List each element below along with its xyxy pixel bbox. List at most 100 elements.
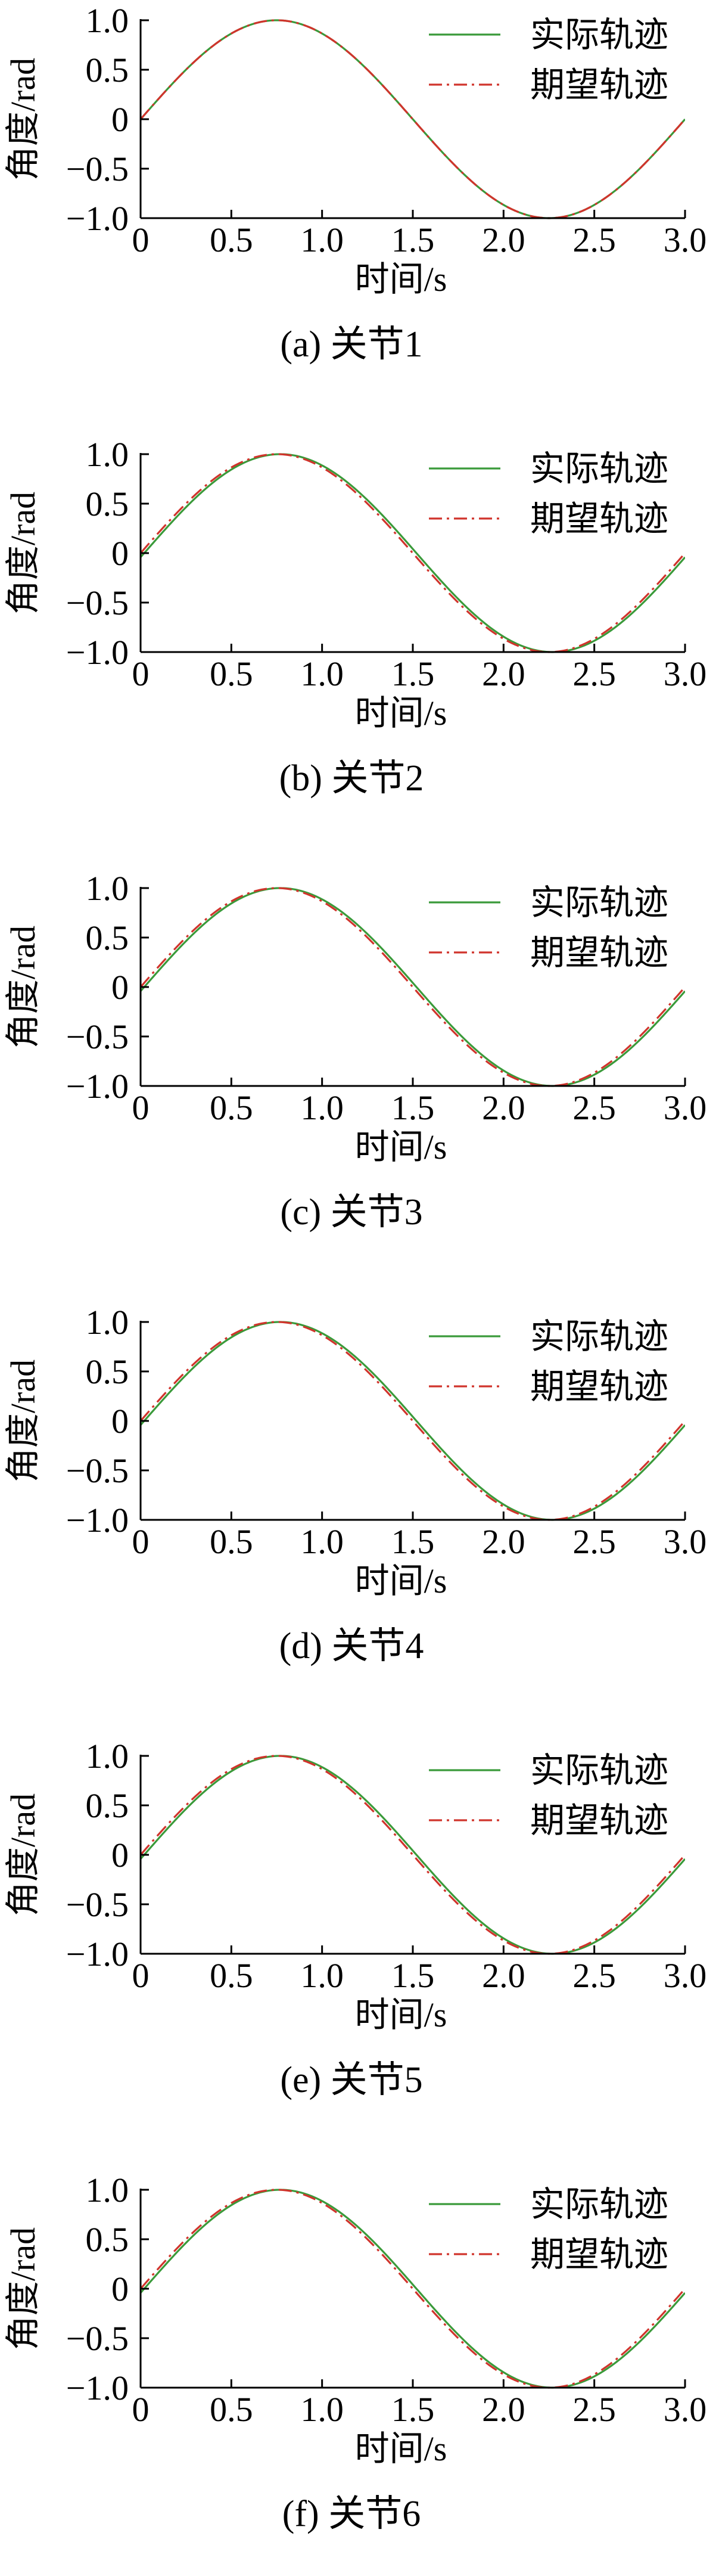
y-tick-label: −0.5 [66,1885,129,1924]
x-tick-label: 2.0 [482,221,525,259]
x-tick-label: 1.0 [300,2390,344,2429]
y-tick-label: 1.0 [86,1737,129,1776]
x-tick-label: 1.0 [300,1956,344,1995]
y-tick-label: 0.5 [86,918,129,957]
series-line-desired [141,2189,685,2389]
x-tick-label: 0.5 [210,654,253,693]
chart-panel-1: 0 0.5 1.0 1.5 2.0 2.5 3.01.00.50−0.5−1.0时间/s角度… [4,1,706,365]
x-tick-label: 0 [132,1088,150,1127]
legend-label-desired: 期望轨迹 [530,1367,668,1406]
y-axis-label: 角度/rad [4,58,42,181]
series-line-desired [141,887,685,1087]
x-tick-label: 2.5 [572,1522,616,1561]
x-tick-label: 3.0 [664,221,707,259]
y-tick-label: −1.0 [66,199,129,238]
y-tick-label: 1.0 [86,1,129,40]
x-tick-label: 1.0 [300,654,344,693]
x-tick-label: 0.5 [210,1088,253,1127]
subfigure-caption: (c) 关节3 [280,1192,422,1233]
subfigure-caption: (e) 关节5 [280,2060,422,2100]
y-tick-label: −0.5 [66,1451,129,1490]
x-tick-label: 2.0 [482,1956,525,1995]
legend-label-actual: 实际轨迹 [530,2185,668,2224]
y-tick-label: 0.5 [86,2220,129,2259]
x-tick-label: 1.5 [391,2390,435,2429]
legend-label-actual: 实际轨迹 [530,15,668,54]
y-tick-label: −1.0 [66,1067,129,1106]
y-tick-label: −0.5 [66,1017,129,1056]
legend-label-desired: 期望轨迹 [530,2235,668,2274]
chart-panel-2: 0 0.5 1.0 1.5 2.0 2.5 3.01.00.50−0.5−1.0时间/s角度… [4,435,706,799]
y-tick-label: −0.5 [66,2319,129,2358]
y-tick-label: −0.5 [66,584,129,622]
y-tick-label: 0 [111,2270,129,2308]
y-axis-label: 角度/rad [4,492,42,614]
y-tick-label: 0.5 [86,1352,129,1391]
y-tick-label: 0.5 [86,51,129,89]
chart-panel-5: 0 0.5 1.0 1.5 2.0 2.5 3.01.00.50−0.5−1.0时间/s角度… [4,1737,706,2100]
x-tick-label: 0.5 [210,2390,253,2429]
legend-label-actual: 实际轨迹 [530,1317,668,1356]
x-tick-label: 2.0 [482,654,525,693]
y-tick-label: 1.0 [86,869,129,908]
x-axis-label: 时间/s [355,1995,447,2034]
x-tick-label: 0.5 [210,1522,253,1561]
legend-label-desired: 期望轨迹 [530,933,668,972]
x-axis-label: 时间/s [355,694,447,733]
x-tick-label: 3.0 [664,1088,707,1127]
x-tick-label: 1.5 [391,1956,435,1995]
y-axis-label: 角度/rad [4,2227,42,2350]
x-axis-label: 时间/s [355,2429,447,2468]
legend-label-actual: 实际轨迹 [530,1751,668,1790]
y-axis-label: 角度/rad [4,1360,42,1482]
x-tick-label: 3.0 [664,1956,707,1995]
x-tick-label: 0.5 [210,1956,253,1995]
legend-label-desired: 期望轨迹 [530,66,668,104]
x-tick-label: 2.5 [572,2390,616,2429]
x-tick-label: 1.0 [300,1522,344,1561]
y-tick-label: −1.0 [66,1935,129,1973]
x-tick-label: 2.5 [572,654,616,693]
y-tick-label: −1.0 [66,1501,129,1540]
x-tick-label: 0 [132,1956,150,1995]
x-tick-label: 1.0 [300,221,344,259]
y-tick-label: 0 [111,1402,129,1441]
series-line-desired [141,1321,685,1521]
series-line-desired [141,1755,685,1955]
x-tick-label: 0 [132,1522,150,1561]
x-tick-label: 1.5 [391,1522,435,1561]
chart-panel-6: 0 0.5 1.0 1.5 2.0 2.5 3.01.00.50−0.5−1.0时间/s角度… [4,2171,706,2534]
y-tick-label: −0.5 [66,150,129,188]
legend-label-desired: 期望轨迹 [530,499,668,538]
x-tick-label: 2.0 [482,2390,525,2429]
x-tick-label: 2.0 [482,1522,525,1561]
x-tick-label: 1.5 [391,654,435,693]
x-tick-label: 2.5 [572,1956,616,1995]
y-tick-label: 0 [111,1836,129,1874]
y-tick-label: −1.0 [66,2369,129,2407]
subfigure-caption: (a) 关节1 [280,324,422,365]
subfigure-caption: (f) 关节6 [282,2494,421,2534]
series-line-desired [141,453,685,653]
x-tick-label: 0.5 [210,221,253,259]
series-line-actual [141,1321,685,1521]
y-tick-label: 0.5 [86,485,129,523]
y-tick-label: 1.0 [86,435,129,474]
y-tick-label: 0 [111,968,129,1007]
y-tick-label: 0.5 [86,1786,129,1825]
legend-label-actual: 实际轨迹 [530,449,668,488]
x-tick-label: 0 [132,654,150,693]
series-line-desired [141,19,685,219]
y-axis-label: 角度/rad [4,1793,42,1916]
x-tick-label: 1.5 [391,221,435,259]
y-axis-label: 角度/rad [4,926,42,1048]
x-tick-label: 0 [132,221,150,259]
subfigure-caption: (d) 关节4 [279,1626,424,1666]
x-tick-label: 2.5 [572,1088,616,1127]
x-tick-label: 1.0 [300,1088,344,1127]
series-line-actual [141,1755,685,1955]
subfigure-caption: (b) 关节2 [279,758,424,799]
series-line-actual [141,453,685,653]
x-tick-label: 1.5 [391,1088,435,1127]
x-tick-label: 2.5 [572,221,616,259]
